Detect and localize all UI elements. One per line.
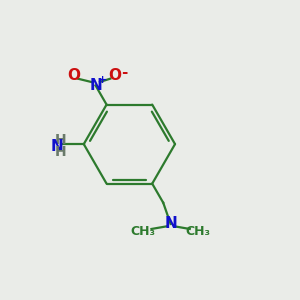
Text: +: +: [98, 75, 106, 85]
Text: CH₃: CH₃: [131, 225, 156, 238]
Text: H: H: [54, 133, 66, 147]
Text: N: N: [164, 217, 177, 232]
Text: N: N: [51, 139, 64, 154]
Text: -: -: [121, 65, 127, 80]
Text: O: O: [67, 68, 80, 83]
Text: H: H: [54, 146, 66, 159]
Text: N: N: [89, 78, 102, 93]
Text: O: O: [108, 68, 121, 83]
Text: CH₃: CH₃: [185, 225, 211, 238]
